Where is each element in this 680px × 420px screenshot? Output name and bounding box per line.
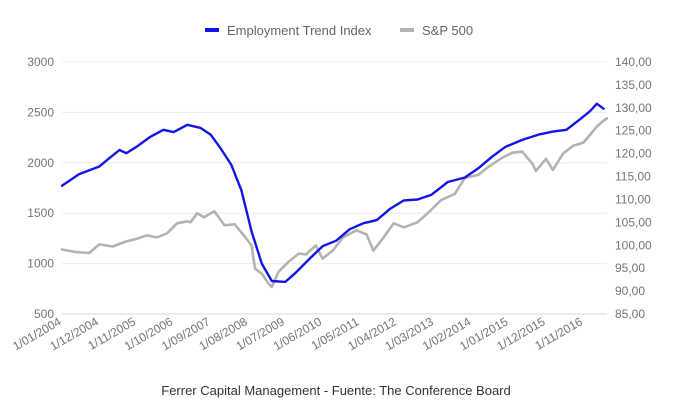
- right-tick-label: 85,00: [615, 307, 645, 321]
- right-tick-label: 130,00: [615, 101, 652, 115]
- x-axis: 1/01/20041/12/20041/11/20051/10/20061/09…: [10, 314, 585, 353]
- right-tick-label: 120,00: [615, 147, 652, 161]
- legend: Employment Trend Index S&P 500: [205, 23, 473, 38]
- right-tick-label: 90,00: [615, 284, 645, 298]
- source-caption: Ferrer Capital Management - Fuente: The …: [161, 383, 511, 398]
- series-line-1: [60, 117, 609, 289]
- left-tick-label: 3000: [27, 55, 54, 69]
- right-tick-label: 100,00: [615, 238, 652, 252]
- series-line-0: [60, 102, 605, 284]
- left-tick-label: 1500: [27, 206, 54, 220]
- left-y-axis: 3000 2500 2000 1500 1000 500: [27, 55, 54, 321]
- left-tick-label: 500: [34, 307, 54, 321]
- left-tick-label: 2500: [27, 105, 54, 119]
- right-tick-label: 105,00: [615, 215, 652, 229]
- right-tick-label: 140,00: [615, 55, 652, 69]
- right-tick-label: 125,00: [615, 124, 652, 138]
- right-y-axis: 140,00 135,00 130,00 125,00 120,00 115,00 110,…: [615, 55, 652, 321]
- left-tick-label: 1000: [27, 257, 54, 271]
- right-tick-label: 110,00: [615, 192, 651, 206]
- left-tick-label: 2000: [27, 156, 54, 170]
- series-lines: [60, 102, 609, 289]
- gridlines: [62, 61, 607, 315]
- legend-label: S&P 500: [422, 23, 473, 38]
- legend-label: Employment Trend Index: [227, 23, 372, 38]
- right-tick-label: 115,00: [615, 170, 651, 184]
- right-tick-label: 135,00: [615, 78, 652, 92]
- right-tick-label: 95,00: [615, 261, 645, 275]
